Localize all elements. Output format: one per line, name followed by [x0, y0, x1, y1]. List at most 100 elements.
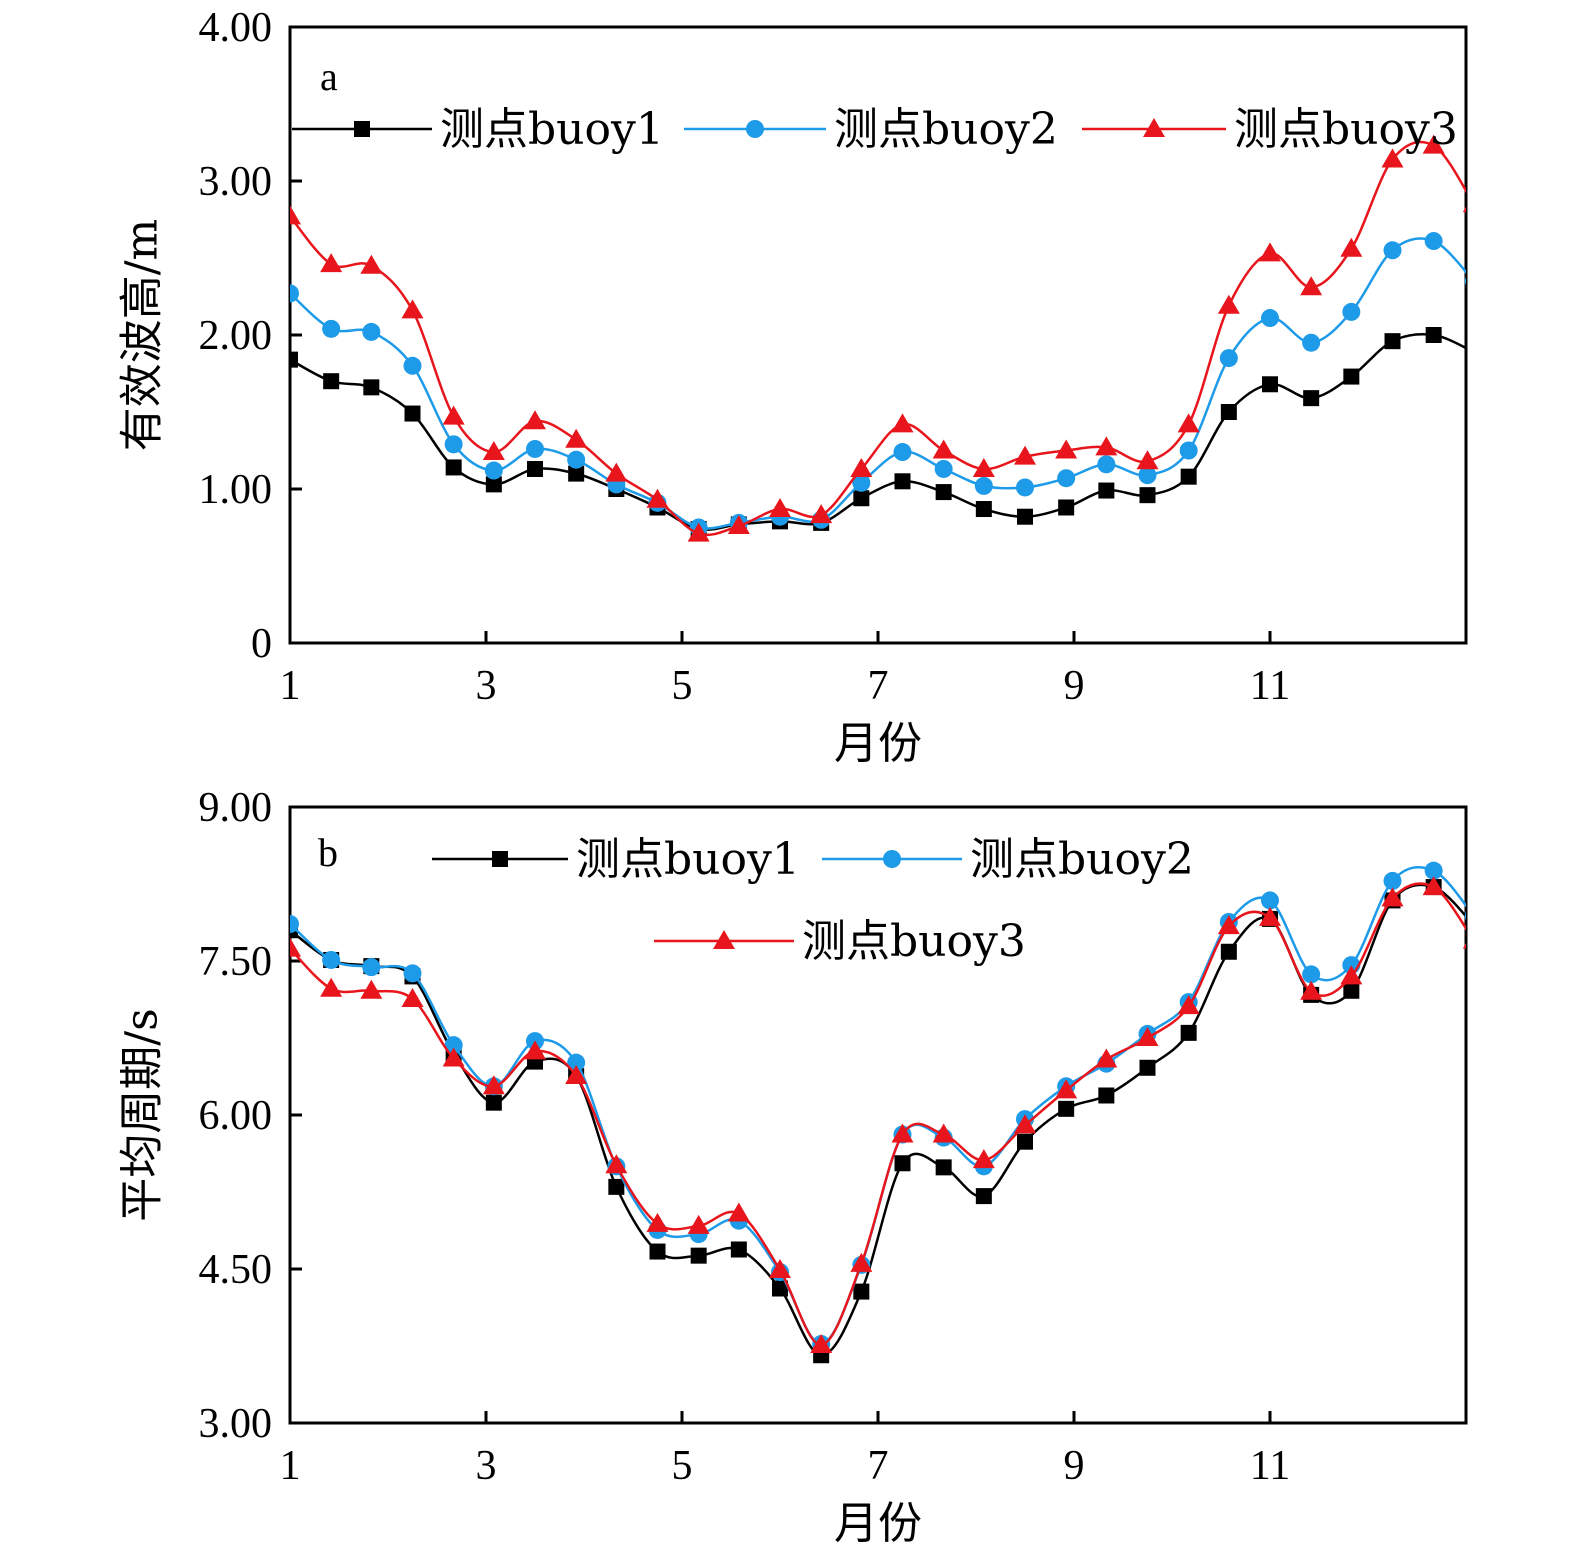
y-tick-label: 4.00 — [199, 5, 273, 51]
data-point-3 — [565, 1064, 588, 1084]
panel-b-letter: b — [318, 830, 338, 875]
data-point-3 — [769, 498, 791, 518]
panel-a-series — [290, 134, 1466, 542]
y-tick-label: 6.00 — [199, 1093, 273, 1139]
panel-a: a 月份 有效波高/m 1 3 5 7 9 11 0 1.00 2.00 3.00 4.00 测点b… — [117, 5, 1468, 769]
data-point-1 — [1098, 1087, 1115, 1104]
data-point-1 — [485, 1094, 502, 1111]
x-tick-label: 11 — [1250, 663, 1290, 709]
data-point-2 — [290, 915, 299, 934]
panel-b-x-axis-title: 月份 — [834, 1498, 922, 1549]
data-point-1 — [772, 1280, 788, 1297]
data-point-1 — [935, 484, 952, 501]
data-point-2 — [322, 319, 341, 338]
data-point-1 — [853, 1283, 870, 1300]
data-point-3 — [442, 405, 465, 425]
data-point-2 — [1342, 302, 1361, 321]
data-point-3 — [1095, 436, 1118, 456]
x-tick-label: 9 — [1064, 1443, 1085, 1489]
legend-label-2: 测点buoy2 — [970, 834, 1194, 885]
x-tick-label: 1 — [280, 1443, 301, 1489]
data-point-3 — [290, 205, 301, 225]
data-point-1 — [568, 465, 585, 482]
x-tick-label: 5 — [672, 1443, 693, 1489]
data-point-1 — [290, 351, 298, 368]
data-point-3 — [524, 1040, 546, 1060]
data-point-1 — [1180, 1024, 1197, 1041]
data-point-1 — [1139, 1059, 1156, 1076]
y-tick-label: 1.00 — [199, 467, 273, 513]
data-point-3 — [1095, 1048, 1118, 1068]
data-point-2 — [893, 443, 912, 462]
data-point-3 — [727, 514, 750, 534]
panel-b: b 月份 平均周期/s 1 3 5 7 9 113.004.506.007.509.00 … — [117, 785, 1468, 1549]
data-point-2 — [1302, 333, 1321, 352]
legend-label-3: 测点buoy3 — [802, 916, 1026, 967]
x-tick-label: 11 — [1250, 1443, 1290, 1489]
data-point-2 — [1383, 871, 1402, 890]
data-point-3 — [1055, 439, 1078, 459]
legend-marker-3 — [713, 930, 735, 949]
data-point-3 — [1259, 906, 1281, 926]
data-point-1 — [1017, 508, 1033, 525]
data-point-3 — [850, 457, 873, 477]
x-tick-label: 1 — [280, 663, 301, 709]
data-point-3 — [891, 413, 914, 433]
data-point-2 — [1179, 441, 1198, 460]
data-point-1 — [1058, 499, 1075, 516]
y-tick-label: 4.50 — [199, 1247, 273, 1293]
data-point-2 — [1016, 478, 1034, 497]
data-point-2 — [484, 461, 503, 480]
data-point-1 — [649, 1243, 666, 1260]
y-tick-label: 9.00 — [199, 785, 273, 831]
data-point-3 — [1300, 276, 1323, 296]
data-point-1 — [1220, 943, 1237, 960]
data-point-3 — [1177, 413, 1200, 433]
data-point-2 — [1261, 891, 1279, 910]
panel-a-legend: 测点buoy1 测点buoy2 测点buoy3 — [292, 104, 1458, 155]
data-point-3 — [932, 439, 955, 459]
data-point-3 — [401, 299, 424, 319]
panel-b-y-axis-title: 平均周期/s — [117, 1008, 168, 1221]
x-tick-label: 9 — [1064, 663, 1085, 709]
panel-a-ticks: 1 3 5 7 9 11 0 1.00 2.00 3.00 4.00 — [199, 5, 1291, 709]
data-point-1 — [1384, 333, 1401, 350]
legend-marker-1 — [492, 851, 508, 867]
data-point-1 — [363, 379, 380, 396]
data-point-2 — [290, 284, 299, 303]
x-tick-label: 7 — [868, 1443, 889, 1489]
data-point-3 — [1381, 148, 1404, 168]
panel-b-series — [290, 861, 1466, 1364]
plot-area — [290, 861, 1466, 1364]
data-point-3 — [360, 254, 383, 274]
data-point-3 — [1136, 1027, 1159, 1046]
data-point-3 — [1055, 1079, 1078, 1099]
legend-label-1: 测点buoy1 — [440, 104, 664, 155]
data-point-3 — [1217, 915, 1240, 935]
data-point-2 — [934, 459, 953, 478]
data-point-1 — [485, 476, 502, 493]
data-point-1 — [404, 405, 421, 422]
data-point-3 — [1177, 995, 1200, 1015]
data-point-2 — [974, 476, 993, 495]
legend-marker-2 — [746, 120, 764, 138]
data-point-2 — [1464, 911, 1466, 921]
data-point-2 — [567, 450, 586, 469]
data-point-1 — [1465, 343, 1466, 360]
data-point-2 — [444, 1036, 463, 1055]
data-point-1 — [935, 1159, 952, 1176]
data-point-1 — [1425, 327, 1442, 343]
data-point-3 — [850, 1252, 873, 1272]
x-tick-label: 3 — [476, 1443, 497, 1489]
panel-a-x-axis-title: 月份 — [834, 718, 922, 769]
data-point-1 — [527, 460, 543, 477]
panel-a-y-axis-title: 有效波高/m — [117, 219, 168, 452]
data-point-1 — [853, 490, 870, 507]
data-point-3 — [1422, 876, 1445, 896]
data-point-1 — [975, 501, 992, 518]
x-tick-label: 7 — [868, 663, 889, 709]
panel-a-letter: a — [320, 54, 338, 99]
data-point-1 — [975, 1188, 992, 1205]
data-point-2 — [1302, 965, 1321, 984]
legend-marker-3 — [1143, 118, 1165, 137]
